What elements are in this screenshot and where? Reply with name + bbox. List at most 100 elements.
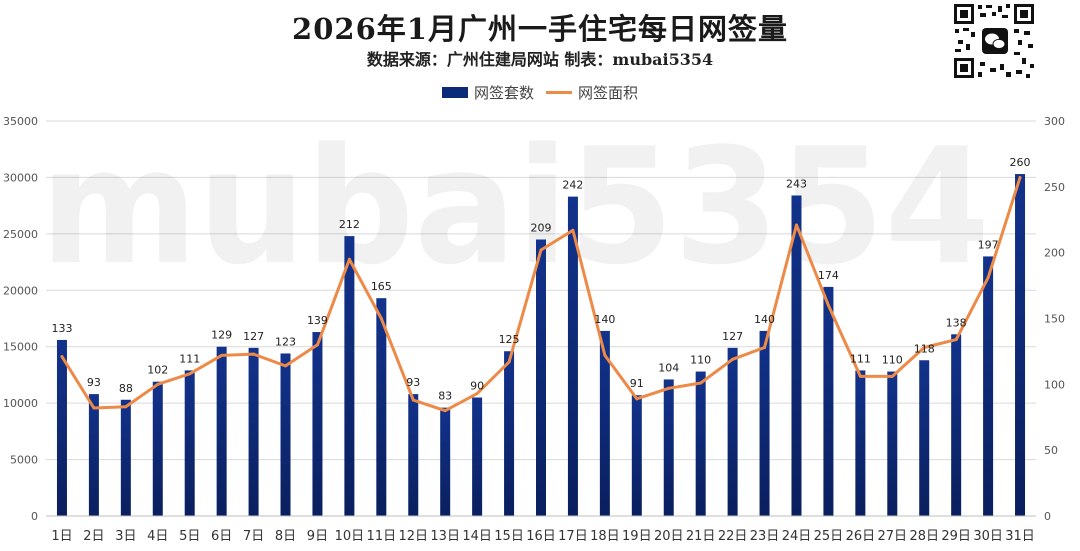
y-left-tick-label: 25000 [3,228,38,241]
y-left-tick-label: 20000 [3,284,38,297]
line-point [667,386,671,390]
x-tick-label: 17日 [558,529,588,544]
qr-code-icon [952,2,1036,80]
bar-data-label: 165 [371,280,392,293]
bar-data-label: 129 [211,329,232,342]
x-tick-label: 25日 [814,529,844,544]
bar [951,334,962,516]
x-tick-label: 2日 [83,529,104,544]
bar [759,330,770,516]
y-right-tick-label: 100 [1044,378,1065,391]
line-point [571,228,575,232]
bar [823,286,834,516]
legend-bar-swatch [441,86,468,98]
bar-data-label: 260 [1010,156,1031,169]
bar-data-label: 242 [562,179,583,192]
chart-legend: 网签套数 网签面积 [0,80,1080,104]
line-point [156,382,160,386]
bar [1015,174,1026,517]
legend-bar-label: 网签套数 [473,83,534,102]
bar-data-label: 102 [147,364,168,377]
bar [727,347,738,516]
bar-data-label: 111 [850,352,871,365]
line-point [1018,176,1022,180]
x-tick-label: 21日 [686,529,716,544]
x-tick-label: 4日 [147,529,168,544]
legend-line-swatch [546,90,572,94]
bar-data-label: 125 [499,333,520,346]
y-left-tick-label: 10000 [3,397,38,410]
bar [120,399,131,516]
x-tick-label: 10日 [335,529,365,544]
bar-data-label: 93 [406,376,420,389]
x-tick-label: 29日 [941,529,971,544]
bar-data-label: 174 [818,269,839,282]
bar [887,371,898,516]
x-tick-label: 14日 [462,529,492,544]
line-point [475,392,479,396]
bar-data-label: 140 [594,313,615,326]
legend-line-label: 网签面积 [578,83,639,102]
bar [280,353,291,516]
bar [248,347,259,516]
x-tick-label: 20日 [654,529,684,544]
bar [695,371,706,516]
line-point [315,343,319,347]
legend-item-line: 网签面积 [546,82,638,103]
bar-data-label: 123 [275,335,296,348]
bar-data-label: 88 [119,382,133,395]
bar [599,330,610,516]
line-point [986,276,990,280]
line-point [411,398,415,402]
bar-data-label: 140 [754,313,775,326]
line-point [731,357,735,361]
bar [408,394,419,516]
y-left-tick-label: 35000 [3,115,38,128]
bar [376,298,387,516]
x-tick-label: 11日 [367,529,397,544]
x-tick-label: 15日 [494,529,524,544]
line-point [539,248,543,252]
bar [88,394,99,516]
y-right-tick-label: 300 [1044,115,1065,128]
line-point [635,397,639,401]
x-tick-label: 5日 [179,529,200,544]
x-tick-label: 6日 [211,529,232,544]
bar-data-label: 197 [978,238,999,251]
x-tick-label: 24日 [782,529,812,544]
line-point [890,374,894,378]
line-point [507,360,511,364]
bar-data-label: 110 [882,354,903,367]
y-right-tick-label: 250 [1044,181,1065,194]
x-tick-label: 3日 [115,529,136,544]
bar [791,195,802,516]
bar [216,346,227,516]
bar-data-label: 212 [339,218,360,231]
bar-data-label: 90 [470,380,484,393]
bar [184,370,195,516]
line-point [922,345,926,349]
y-right-tick-label: 150 [1044,313,1065,326]
line-point [443,409,447,413]
bar-data-label: 111 [179,352,200,365]
bar [504,351,515,516]
bar [663,379,674,516]
line-point [699,381,703,385]
bar-data-label: 127 [243,330,264,343]
line-point [188,372,192,376]
bar [536,239,546,516]
line-point [794,223,798,227]
chart-title: 2026年1月广州一手住宅每日网签量 [292,12,788,46]
line-point [60,355,64,359]
y-right-tick-label: 0 [1044,510,1051,523]
line-point [379,317,383,320]
bar [919,360,930,516]
x-tick-label: 7日 [243,529,264,544]
line-point [252,352,256,356]
bar-data-label: 209 [531,222,552,235]
bar-data-label: 243 [786,177,807,190]
line-point [220,353,224,357]
bar-data-label: 133 [51,322,72,335]
bar-data-label: 139 [307,314,328,327]
